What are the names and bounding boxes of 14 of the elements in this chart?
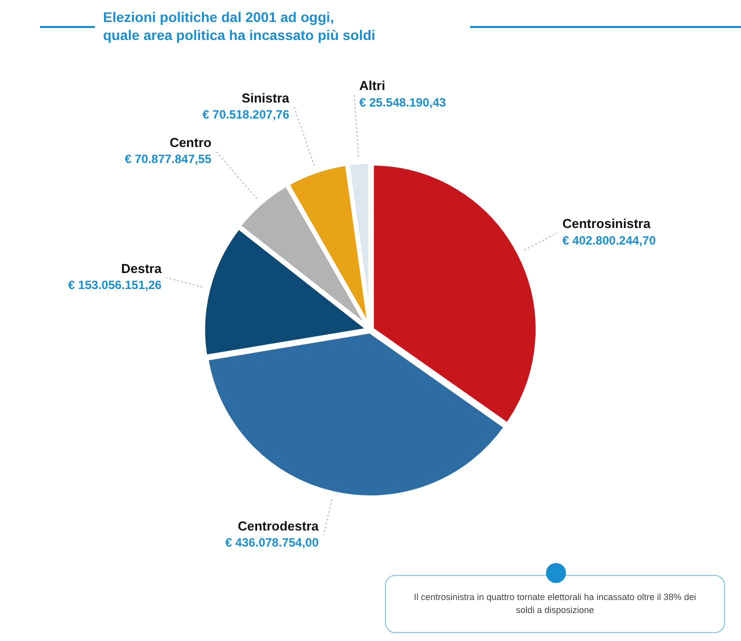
data-label: € 402.800.244,70: [562, 233, 656, 248]
slice-label: Centro: [170, 134, 212, 150]
slice-label: Destra: [121, 260, 162, 276]
chart-title: Elezioni politiche dal 2001 ad oggi, quale area politica ha incassato più soldi: [95, 8, 384, 44]
text: Il centrosinistra in quattro tornate elettorali ha incassato oltre il 38% dei soldi a disposizione: [385, 575, 725, 633]
data-label: € 153.056.151,26: [68, 278, 162, 292]
data-label: € 70.518.207,76: [202, 107, 290, 122]
data-label: € 70.877.847,55: [124, 152, 212, 166]
slice-label: Centrodestra: [238, 518, 320, 534]
data-label: € 436.078.754,00: [225, 536, 319, 550]
slice-label: Sinistra: [242, 90, 290, 106]
slice-label: Altri: [359, 78, 386, 94]
data-label: € 25.548.190,43: [359, 95, 446, 110]
slice-label: Centrosinistra: [562, 216, 652, 232]
